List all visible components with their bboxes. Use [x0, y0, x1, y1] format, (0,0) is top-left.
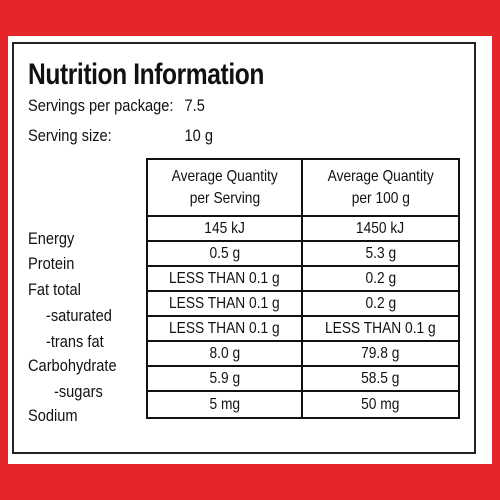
serving-size-label: Serving size:: [28, 126, 112, 145]
row-label-saturated: -saturated: [46, 306, 112, 325]
row-label-protein: Protein: [28, 254, 75, 273]
cell-sodium-per-100g: 50 mg: [361, 395, 400, 413]
cell-saturated-per-100g: 0.2 g: [365, 294, 396, 312]
header-per-serving: Average Quantity per Serving: [148, 160, 303, 215]
cell-carbohydrate-per-serving: 8.0 g: [209, 344, 240, 362]
header-per-serving-line2: per Serving: [189, 189, 260, 207]
row-label-energy: Energy: [28, 229, 75, 248]
cell-sugars-per-100g: 58.5 g: [361, 369, 400, 387]
nutrition-panel: Nutrition Information Servings per packa…: [12, 42, 476, 454]
row-label-trans-fat: -trans fat: [46, 332, 104, 351]
cell-energy-per-100g: 1450 kJ: [356, 219, 405, 237]
table-header: Average Quantity per Serving Average Qua…: [148, 160, 458, 217]
table-row: 8.0 g 79.8 g: [148, 342, 458, 367]
row-label-sodium: Sodium: [28, 406, 78, 425]
row-label-sugars: -sugars: [54, 382, 103, 401]
panel-title: Nutrition Information: [28, 58, 264, 91]
row-label-fat-total: Fat total: [28, 280, 81, 299]
cell-protein-per-serving: 0.5 g: [209, 244, 240, 262]
servings-per-package-label: Servings per package:: [28, 96, 174, 115]
cell-trans-fat-per-serving: LESS THAN 0.1 g: [169, 319, 280, 337]
table-row: 5.9 g 58.5 g: [148, 367, 458, 392]
table-row: LESS THAN 0.1 g LESS THAN 0.1 g: [148, 317, 458, 342]
servings-per-package-row: Servings per package: 7.5: [28, 96, 205, 116]
nutrition-table: Average Quantity per Serving Average Qua…: [146, 158, 460, 419]
header-per-serving-line1: Average Quantity: [171, 167, 278, 185]
header-per-100g-line1: Average Quantity: [327, 167, 434, 185]
row-label-carbohydrate: Carbohydrate: [28, 356, 117, 375]
cell-sugars-per-serving: 5.9 g: [209, 369, 240, 387]
table-row: 145 kJ 1450 kJ: [148, 217, 458, 242]
table-row: LESS THAN 0.1 g 0.2 g: [148, 267, 458, 292]
cell-energy-per-serving: 145 kJ: [204, 219, 245, 237]
cell-saturated-per-serving: LESS THAN 0.1 g: [169, 294, 280, 312]
table-row: LESS THAN 0.1 g 0.2 g: [148, 292, 458, 317]
header-per-100g: Average Quantity per 100 g: [303, 160, 458, 215]
cell-trans-fat-per-100g: LESS THAN 0.1 g: [325, 319, 436, 337]
cell-carbohydrate-per-100g: 79.8 g: [361, 344, 400, 362]
cell-fat-total-per-100g: 0.2 g: [365, 269, 396, 287]
table-row: 0.5 g 5.3 g: [148, 242, 458, 267]
cell-fat-total-per-serving: LESS THAN 0.1 g: [169, 269, 280, 287]
header-per-100g-line2: per 100 g: [351, 189, 410, 207]
table-row: 5 mg 50 mg: [148, 392, 458, 417]
servings-per-package-value: 7.5: [184, 96, 205, 115]
serving-size-row: Serving size: 10 g: [28, 126, 213, 146]
serving-size-value: 10 g: [184, 126, 213, 145]
cell-protein-per-100g: 5.3 g: [365, 244, 396, 262]
cell-sodium-per-serving: 5 mg: [209, 395, 240, 413]
